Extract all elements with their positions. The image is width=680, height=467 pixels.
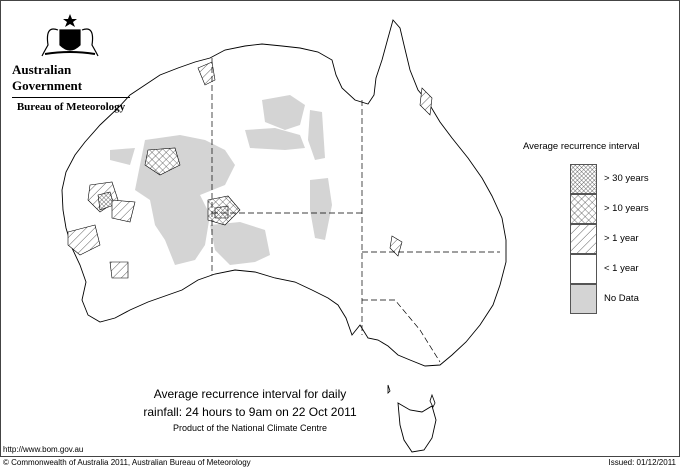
legend-title: Average recurrence interval [523,141,640,152]
coat-of-arms-logo [41,14,99,57]
crosshatch-swatch [570,194,597,224]
caption-product: Product of the National Climate Centre [172,423,328,433]
state-borders [211,58,500,363]
tasmania-coastline [397,402,437,453]
bureau-name: Bureau of Meteorology [16,101,126,113]
caption-subtitle: rainfall: 24 hours to 9am on 22 Oct 2011 [143,405,357,419]
government-name: Australian Government [12,62,83,93]
legend-label: < 1 year [604,263,639,274]
legend-label: > 10 years [604,203,649,214]
website-url: http://www.bom.gov.au [3,445,84,454]
caption-title: Average recurrence interval for daily [153,387,347,401]
grey-swatch [570,284,597,314]
legend-label: > 30 years [604,173,649,184]
hatch-swatch [570,224,597,254]
government-branding: Australian Government Bureau of Meteorol… [12,62,130,113]
dense-crosshatch-swatch [570,164,597,194]
divider [12,97,130,98]
recurrence-hatched-areas [67,61,433,279]
legend-label: > 1 year [604,233,639,244]
copyright: © Commonwealth of Australia 2011, Austra… [3,458,251,467]
issued-date: Issued: 01/12/2011 [608,458,676,467]
islands [387,384,436,408]
australia-coastline [61,19,507,367]
white-swatch [570,254,597,284]
legend-label: No Data [604,293,639,304]
no-data-areas [110,95,332,265]
